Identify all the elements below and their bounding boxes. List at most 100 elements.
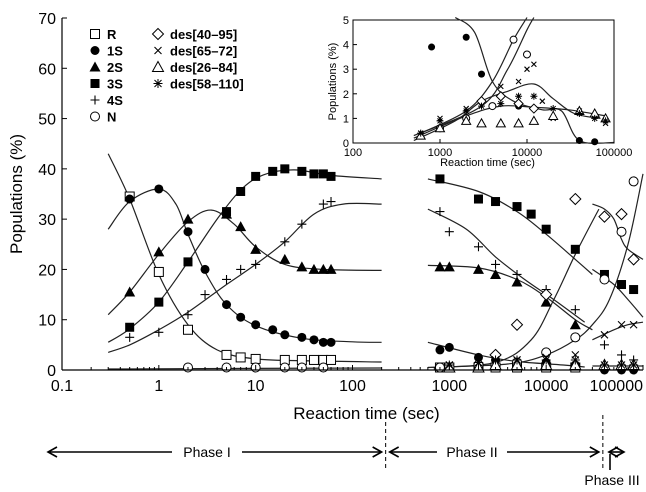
fit-curve-9: [427, 264, 593, 331]
series-4s: [125, 197, 639, 365]
phase-1-label: Phase I: [183, 444, 230, 460]
inset-point-des-58-110-5: [497, 100, 505, 108]
inset-series-des-26-84: [415, 105, 611, 140]
inset-point-des-26-84-4: [476, 117, 487, 128]
phase-3-label: Phase III: [584, 472, 639, 488]
x-tick-label-10: 10: [247, 378, 265, 395]
point-4s-14: [473, 242, 483, 252]
legend-marker-des-65-72: [154, 46, 162, 55]
point-2s-5: [235, 221, 247, 232]
inset-point-des-65-72-6: [524, 66, 530, 73]
point-1s-1: [125, 194, 135, 204]
point-4s-13: [444, 227, 454, 237]
inset-point-n-4: [509, 35, 518, 44]
inset-x-axis-title: Reaction time (sec): [440, 157, 535, 169]
point-3s-14: [473, 194, 483, 204]
legend-label-4s: 4S: [107, 93, 123, 108]
point-n-14: [628, 176, 639, 187]
point-2s-16: [511, 276, 523, 287]
point-2s-1: [124, 286, 136, 297]
phase-2-arrowhead-left: [388, 446, 400, 458]
point-3s-4: [222, 207, 232, 217]
point-1s-10: [297, 332, 307, 342]
point-2s-15: [490, 268, 502, 279]
point-des-40-95-4: [569, 192, 582, 206]
inset-y-tick-label-4: 4: [343, 40, 349, 52]
legend-label-2s: 2S: [107, 60, 123, 75]
point-des-58-110-4: [512, 355, 522, 365]
legend-label-3s: 3S: [107, 77, 123, 92]
inset-point-1s-2: [462, 33, 470, 41]
point-3s-3: [183, 257, 193, 267]
point-des-40-95-3: [539, 288, 553, 301]
inset-point-n-5: [523, 50, 531, 59]
legend-marker-3s: [90, 79, 100, 88]
point-1s-12: [318, 337, 328, 347]
inset-y-tick-label-5: 5: [343, 15, 349, 27]
phase-3-arrowhead-right: [614, 446, 626, 458]
legend-marker-des-26-84: [151, 60, 165, 72]
legend-marker-1s: [90, 46, 100, 55]
point-3s-21: [617, 280, 627, 290]
inset-point-des-26-84-7: [528, 115, 540, 125]
phase-1-annotation: Phase I: [46, 444, 384, 460]
inset-point-des-65-72-7: [531, 61, 537, 68]
inset-series-des-58-110: [417, 92, 610, 137]
point-3s-1: [125, 322, 135, 332]
point-2s-11: [325, 263, 337, 274]
phase-1-arrowhead-left: [46, 446, 58, 458]
y-tick-label-60: 60: [38, 61, 56, 78]
inset-point-des-65-72-8: [539, 98, 546, 105]
point-des-58-110-6: [570, 355, 580, 365]
point-2s-17: [540, 296, 552, 307]
point-2s-2: [153, 246, 165, 257]
point-n-12: [599, 274, 610, 285]
point-3s-7: [268, 166, 278, 176]
inset-point-des-58-110-4: [478, 102, 486, 110]
point-4s-19: [599, 340, 609, 350]
point-des-58-110-2: [473, 357, 483, 367]
inset-point-des-26-84-2: [434, 122, 446, 133]
inset-point-des-26-84-3: [460, 115, 472, 125]
phase-1-arrowhead-right: [372, 446, 384, 458]
y-axis-title: Populations (%): [7, 134, 26, 254]
point-3s-12: [326, 171, 336, 181]
point-2s-12: [434, 261, 446, 272]
legend-label-des-65-72: des[65–72]: [170, 44, 237, 59]
point-2s-3: [182, 213, 194, 224]
point-1s-5: [222, 300, 232, 310]
inset-point-1s-3: [478, 70, 486, 78]
x-tick-label-100: 100: [339, 378, 366, 395]
fit-curve-5: [107, 202, 382, 353]
legend-label-1s: 1S: [107, 44, 123, 59]
point-4s-10: [318, 199, 328, 209]
point-3s-5: [236, 186, 246, 196]
inset-y-tick-label-0: 0: [343, 138, 349, 150]
point-n-11: [570, 332, 581, 343]
point-4s-2: [154, 327, 164, 337]
inset-point-des-58-110-6: [515, 92, 523, 100]
inset-plot: 0 1 2 3 4 5 100 1000 10000 100000 Reaction time (s…: [327, 15, 632, 169]
inset-point-1s-8: [591, 138, 599, 146]
legend-item-r: R: [90, 27, 117, 42]
point-2s-6: [250, 243, 262, 254]
fit-curve-11: [427, 208, 600, 369]
point-1s-2: [154, 184, 164, 194]
series-des-58-110: [444, 355, 639, 370]
point-1s-15: [444, 342, 454, 352]
point-4s-3: [183, 310, 193, 320]
inset-y-tick-label-1: 1: [343, 113, 349, 125]
point-des-58-110-9: [629, 360, 639, 370]
x-axis-title: Reaction time (sec): [293, 404, 439, 423]
fit-curve-3: [107, 209, 382, 316]
point-1s-4: [200, 264, 210, 274]
point-4s-20: [617, 350, 627, 360]
series-2s: [124, 208, 640, 370]
point-des-65-72-9: [629, 320, 638, 329]
y-tick-label-0: 0: [47, 363, 56, 380]
legend-marker-r: [90, 29, 100, 39]
legend-marker-4s: [90, 95, 100, 105]
inset-fit-curve-2: [420, 17, 528, 134]
